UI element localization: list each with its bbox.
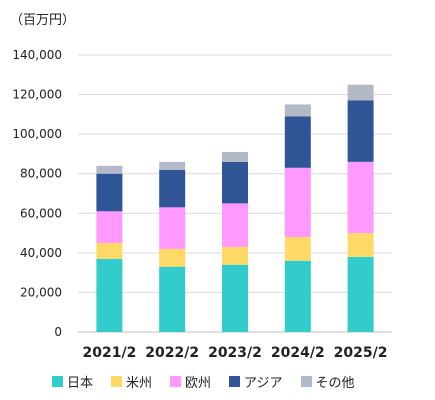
x-tick-label: 2023/2 bbox=[208, 345, 262, 361]
bar-segment bbox=[347, 161, 374, 234]
bar-segment bbox=[284, 237, 311, 261]
legend-label: アジア bbox=[244, 376, 283, 391]
bar-segment bbox=[96, 242, 123, 259]
legend-swatch bbox=[229, 376, 241, 387]
y-tick-label: 120,000 bbox=[12, 88, 62, 102]
legend-item: 日本 bbox=[52, 372, 93, 391]
bar-segment bbox=[347, 233, 374, 257]
legend-label: 欧州 bbox=[185, 376, 212, 391]
bar-segment bbox=[159, 161, 186, 170]
bar-segment bbox=[284, 167, 311, 238]
bar-segment bbox=[347, 84, 374, 101]
bar-segment bbox=[159, 207, 186, 249]
bar-segment bbox=[222, 203, 248, 247]
bar-segment bbox=[96, 165, 123, 174]
y-tick-label: 0 bbox=[54, 325, 62, 339]
legend: 日本 米州 欧州 アジア その他 bbox=[52, 372, 373, 391]
bar-segment bbox=[347, 100, 374, 162]
x-tick-label: 2022/2 bbox=[145, 345, 199, 361]
legend-item: その他 bbox=[300, 372, 355, 391]
legend-item: アジア bbox=[229, 372, 283, 391]
bar-segment bbox=[284, 104, 311, 117]
legend-label: 米州 bbox=[126, 376, 153, 391]
bar-segment bbox=[222, 151, 248, 162]
legend-swatch bbox=[52, 376, 63, 387]
x-tick-label: 2024/2 bbox=[271, 345, 325, 361]
bar-segment bbox=[159, 266, 186, 332]
legend-swatch bbox=[170, 376, 182, 387]
bar-segment bbox=[96, 211, 123, 243]
y-tick-label: 80,000 bbox=[20, 167, 62, 181]
legend-label: その他 bbox=[315, 376, 355, 391]
legend-item: 米州 bbox=[111, 372, 152, 391]
bar-segment bbox=[159, 169, 186, 208]
stacked-bar-chart: 0 20,000 40,000 60,000 80,000 100,000 120,000 1… bbox=[12, 48, 392, 361]
y-tick-label: 140,000 bbox=[12, 48, 62, 62]
y-tick-label: 40,000 bbox=[20, 246, 62, 260]
y-tick-label: 60,000 bbox=[20, 206, 62, 220]
unit-label: （百万円） bbox=[10, 13, 76, 28]
y-tick-label: 100,000 bbox=[12, 127, 62, 141]
x-tick-label: 2025/2 bbox=[334, 345, 388, 361]
bar-segment bbox=[159, 248, 186, 267]
legend-item: 欧州 bbox=[170, 372, 211, 391]
legend-swatch bbox=[111, 376, 123, 387]
legend-swatch bbox=[300, 376, 312, 387]
bar-segment bbox=[222, 246, 248, 265]
legend-label: 日本 bbox=[67, 376, 94, 391]
bar-segment bbox=[347, 256, 374, 332]
bar-segment bbox=[284, 260, 311, 332]
bar-segment bbox=[96, 173, 123, 212]
bar-segment bbox=[284, 116, 311, 168]
bar-segment bbox=[96, 258, 123, 332]
x-tick-label: 2021/2 bbox=[82, 345, 136, 361]
bar-segment bbox=[222, 264, 248, 332]
y-tick-label: 20,000 bbox=[20, 285, 62, 299]
bar-segment bbox=[222, 161, 248, 204]
